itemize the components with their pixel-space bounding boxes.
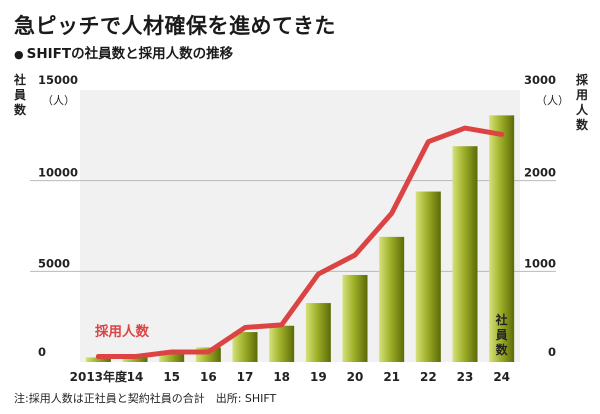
x-tick-label: 16: [200, 370, 217, 384]
right-tick-label: 2000: [524, 166, 556, 180]
left-tick-label: 5000: [38, 256, 70, 270]
bar-4: [232, 332, 258, 362]
right-tick-label: 0: [548, 345, 556, 359]
x-tick-label: 14: [127, 370, 144, 384]
x-tick-label: 23: [457, 370, 474, 384]
right-tick-label: 3000: [524, 73, 556, 87]
bar-10: [452, 146, 478, 362]
bar-2: [159, 351, 185, 362]
bar-9: [415, 191, 441, 362]
right-tick-label: 1000: [524, 256, 556, 270]
right-axis-unit: （人）: [536, 94, 569, 107]
chart-title: 急ピッチで人材確保を進めてきた: [14, 14, 336, 38]
x-tick-label: 24: [493, 370, 510, 384]
x-tick-label: 17: [237, 370, 254, 384]
bar-11: [489, 115, 515, 363]
left-axis-label: 社員数: [13, 72, 27, 117]
subtitle-text: SHIFTの社員数と採用人数の推移: [26, 46, 234, 62]
bar-7: [342, 274, 368, 362]
x-tick-label: 19: [310, 370, 327, 384]
bar-6: [305, 303, 331, 362]
x-tick-label: 2013年度: [70, 369, 128, 384]
bar-8: [379, 236, 405, 362]
x-tick-label: 22: [420, 370, 437, 384]
bullet-icon: ●: [14, 48, 24, 61]
x-tick-label: 15: [163, 370, 180, 384]
bar-5: [269, 325, 295, 362]
source-note: 注:採用人数は正社員と契約社員の合計 出所: SHIFT: [14, 392, 277, 405]
line-series-recruits: [95, 125, 505, 360]
right-axis-label: 採用人数: [575, 72, 589, 132]
x-tick-label: 20: [347, 370, 364, 384]
bar-0: [85, 357, 111, 362]
chart-subtitle: ● SHIFTの社員数と採用人数の推移: [14, 42, 233, 62]
x-tick-label: 21: [383, 370, 400, 384]
left-axis-unit: （人）: [42, 94, 75, 107]
series-label-recruits: 採用人数: [95, 323, 149, 340]
left-tick-label: 0: [38, 345, 46, 359]
series-label-employees: 社員数: [495, 312, 509, 357]
left-tick-label: 10000: [38, 166, 78, 180]
left-tick-label: 15000: [38, 73, 78, 87]
x-tick-label: 18: [273, 370, 290, 384]
